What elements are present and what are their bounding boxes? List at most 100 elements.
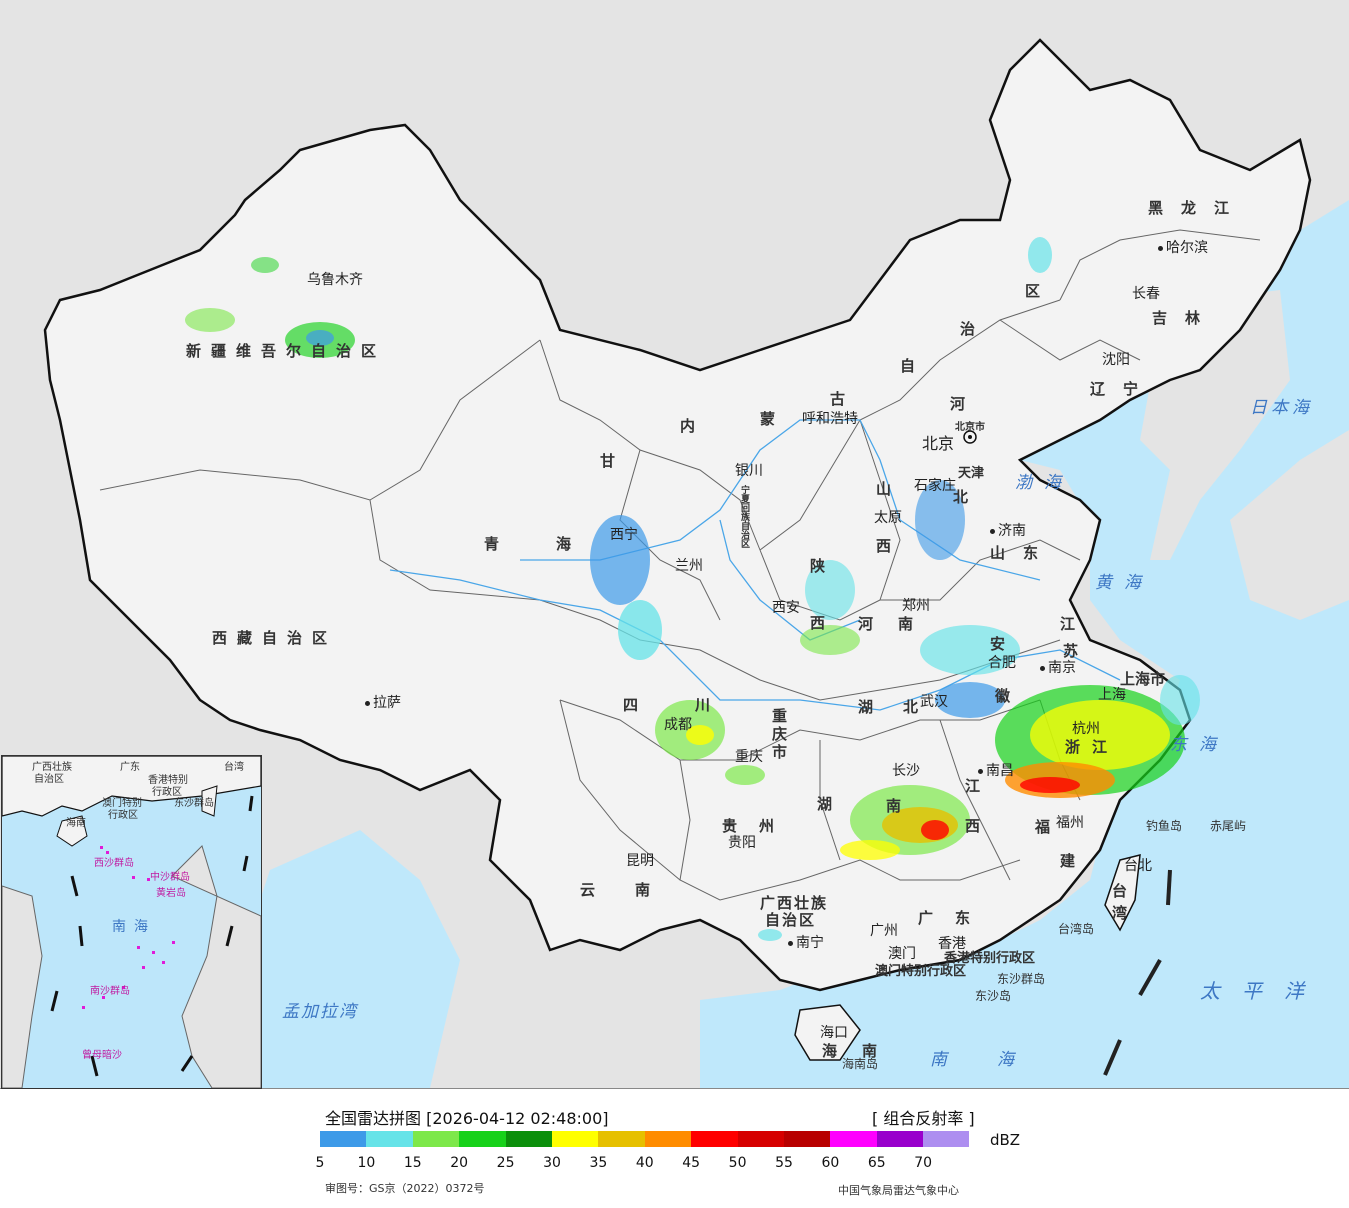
capital-dot <box>968 435 972 439</box>
region-anhui-2: 徽 <box>995 687 1021 705</box>
inset-dongsha: 东沙群岛 <box>174 798 214 809</box>
region-sichuan-2: 川 <box>695 696 721 714</box>
scale-swatch <box>459 1131 506 1147</box>
city-shenyang: 沈阳 <box>1102 352 1130 368</box>
region-taiwan-1: 台 <box>1112 882 1138 900</box>
region-jiangsu-1: 江 <box>1060 615 1086 633</box>
inset-macau: 澳门特别 <box>102 798 142 809</box>
legend-product: [ 组合反射率 ] <box>872 1109 975 1128</box>
city-zhengzhou: 郑州 <box>902 598 930 614</box>
sea-donghai: 东海 <box>1170 735 1228 755</box>
region-henan: 河南 <box>858 615 939 633</box>
sea-ribenhai: 日本海 <box>1250 398 1313 418</box>
region-guangxi-2: 自治区 <box>765 911 817 929</box>
inset-macau-2: 行政区 <box>108 810 138 821</box>
region-tianjin: 天津 <box>958 466 985 481</box>
city-taibei: 台北 <box>1124 858 1152 874</box>
scale-swatch <box>505 1131 552 1147</box>
region-qinghai-2: 海 <box>556 535 582 553</box>
scale-swatch <box>783 1131 831 1147</box>
region-taiwan-2: 湾 <box>1112 904 1138 922</box>
inset-hk-2: 行政区 <box>152 787 182 798</box>
inset-guangxi: 广西壮族 <box>32 762 72 773</box>
region-heilongjiang: 黑龙江 <box>1148 199 1248 217</box>
city-wuhan: 武汉 <box>920 694 948 710</box>
region-shaanxi-2: 西 <box>810 614 836 632</box>
region-shandong: 山东 <box>990 544 1057 562</box>
scale-swatch <box>644 1131 692 1147</box>
capital-marker <box>963 430 977 444</box>
inset-guangxi-2: 自治区 <box>34 774 64 785</box>
city-taiyuan: 太原 <box>874 510 902 526</box>
city-nanning: 南宁 <box>788 932 824 952</box>
region-nm-4: 自 <box>900 357 926 375</box>
region-zhejiang: 浙江 <box>1065 738 1120 756</box>
region-hebei-2: 北 <box>953 488 979 506</box>
region-liaoning: 辽宁 <box>1090 380 1157 398</box>
scale-swatch <box>366 1131 413 1147</box>
sea-taipingyang: 太平洋 <box>1200 979 1326 1003</box>
map-canvas <box>43 38 1349 1088</box>
boundary-dashes <box>1103 869 1172 1076</box>
city-haikou: 海口 <box>820 1025 848 1041</box>
island-diaoyu: 钓鱼岛 <box>1146 819 1183 833</box>
sea-nanhai: 南海 <box>930 1050 1064 1070</box>
scale-tick-label: 45 <box>682 1155 701 1171</box>
scale-swatch <box>551 1131 599 1147</box>
region-guangxi-1: 广西壮族 <box>760 894 829 912</box>
region-fujian-2: 建 <box>1060 852 1086 870</box>
inset-xisha: 西沙群岛 <box>94 858 134 869</box>
city-guiyang: 贵阳 <box>728 835 756 851</box>
scale-tick-label: 10 <box>357 1155 376 1171</box>
scale-swatch <box>830 1131 877 1147</box>
inset-nanhai: 南海 <box>112 919 156 935</box>
region-anhui-1: 安 <box>990 635 1016 653</box>
color-scale <box>320 1131 970 1147</box>
scale-tick-label: 65 <box>867 1155 886 1171</box>
inset-huangyan: 黄岩岛 <box>156 888 186 899</box>
island-dongsha-2: 东沙岛 <box>975 989 1012 1003</box>
inset-zhongsha: 中沙群岛 <box>150 872 190 883</box>
sea-bohai: 渤海 <box>1015 473 1073 493</box>
hainan-island <box>794 1004 861 1061</box>
scale-tick-label: 25 <box>496 1155 515 1171</box>
city-nanjing: 南京 <box>1040 657 1076 677</box>
scale-tick-label: 40 <box>635 1155 654 1171</box>
inset-guangdong: 广东 <box>120 762 140 773</box>
city-urumqi: 乌鲁木齐 <box>307 272 363 288</box>
region-yunnan: 云南 <box>580 881 691 899</box>
inset-zengmu: 曾母暗沙 <box>82 1050 122 1061</box>
scale-swatch <box>737 1131 784 1147</box>
region-xinjiang: 新疆维吾尔自治区 <box>186 342 387 360</box>
city-kunming: 昆明 <box>626 853 654 869</box>
region-chongqing: 重庆市 <box>772 707 788 761</box>
city-changsha: 长沙 <box>892 763 920 779</box>
region-hubei: 湖北 <box>858 698 949 716</box>
city-lhasa: 拉萨 <box>365 692 401 712</box>
scale-tick-label: 50 <box>728 1155 747 1171</box>
inset-hk: 香港特别 <box>148 775 188 786</box>
scale-tick-label: 20 <box>450 1155 469 1171</box>
region-nm-3: 古 <box>830 390 856 408</box>
city-hangzhou: 杭州 <box>1072 721 1100 737</box>
scale-tick-label: 15 <box>403 1155 422 1171</box>
region-sichuan-1: 四 <box>623 696 649 714</box>
island-taiwandao: 台湾岛 <box>1058 922 1095 936</box>
city-hefei: 合肥 <box>988 655 1016 671</box>
city-beijing: 北京 <box>922 434 955 453</box>
sea-bengal <box>260 830 460 1088</box>
region-jiangxi-2: 西 <box>965 817 991 835</box>
region-ningxia: 宁夏回族自治区 <box>739 485 749 548</box>
city-yinchuan: 银川 <box>735 463 763 479</box>
region-hebei-1: 河 <box>950 395 976 413</box>
region-shanxi-1: 山 <box>876 480 902 498</box>
taiwan-island <box>1104 854 1141 932</box>
city-chongqing: 重庆 <box>735 749 763 765</box>
legend-unit: dBZ <box>990 1131 1021 1149</box>
city-xian: 西安 <box>772 600 800 616</box>
city-fuzhou: 福州 <box>1056 815 1084 831</box>
region-shanxi-2: 西 <box>876 537 902 555</box>
scale-swatch <box>412 1131 460 1147</box>
scale-tick-label: 5 <box>315 1155 325 1171</box>
region-macau: 澳门特别行政区 <box>875 964 967 979</box>
